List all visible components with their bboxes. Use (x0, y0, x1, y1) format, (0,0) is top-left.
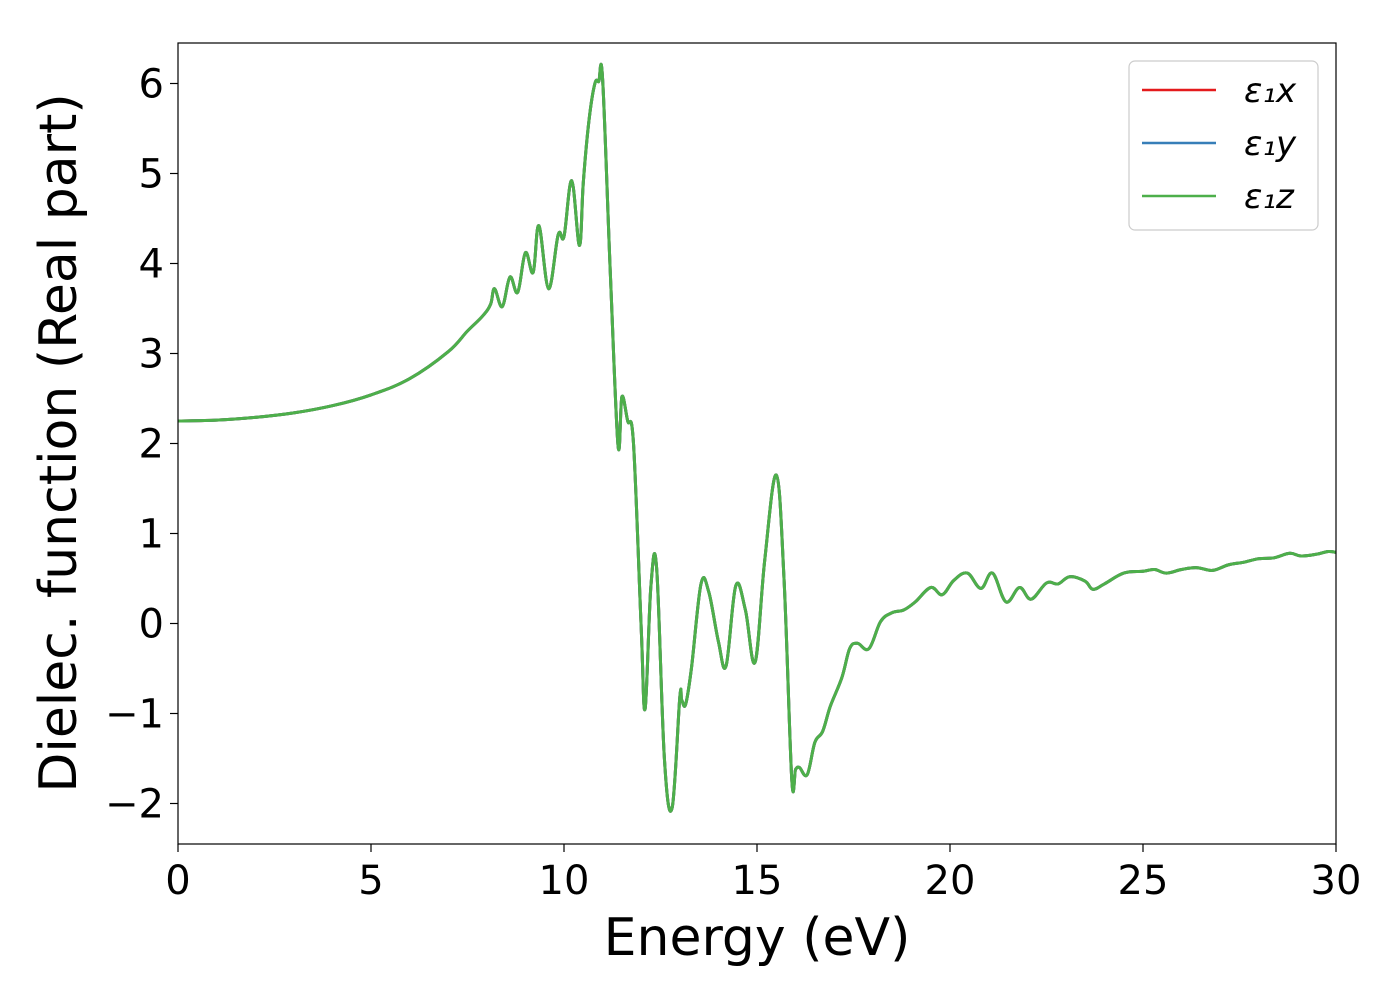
x-tick-label: 30 (1311, 858, 1362, 904)
y-axis-ticks: −2 −1 0 1 2 3 4 5 6 (105, 62, 178, 828)
y-tick-label: −2 (105, 782, 164, 828)
x-axis-label: Energy (eV) (604, 908, 911, 968)
x-tick-label: 10 (539, 858, 590, 904)
legend: ε₁x ε₁y ε₁z (1128, 60, 1319, 231)
x-tick-label: 20 (925, 858, 976, 904)
x-axis-ticks: 0 5 10 15 20 25 30 (165, 844, 1361, 904)
y-tick-label: 3 (139, 332, 164, 378)
y-tick-label: 1 (139, 512, 164, 558)
y-tick-label: 4 (139, 242, 164, 288)
x-tick-label: 0 (165, 858, 190, 904)
y-axis-label: Dielec. function (Real part) (29, 93, 89, 792)
series-lines (177, 62, 1337, 813)
legend-label-e1x: ε₁x (1244, 71, 1297, 111)
x-tick-label: 15 (732, 858, 783, 904)
y-tick-label: 6 (139, 62, 164, 108)
y-tick-label: 2 (139, 422, 164, 468)
legend-label-e1y: ε₁y (1244, 124, 1297, 164)
series-line-e1z (177, 62, 1337, 813)
x-tick-label: 25 (1118, 858, 1169, 904)
y-tick-label: 0 (139, 602, 164, 648)
legend-entry-e1y: ε₁y (1142, 124, 1297, 164)
y-tick-label: 5 (139, 152, 164, 198)
legend-entry-e1x: ε₁x (1142, 71, 1297, 111)
x-tick-label: 5 (358, 858, 383, 904)
y-tick-label: −1 (105, 692, 164, 738)
legend-entry-e1z: ε₁z (1142, 177, 1295, 217)
legend-box (1128, 60, 1319, 231)
legend-label-e1z: ε₁z (1244, 177, 1295, 217)
